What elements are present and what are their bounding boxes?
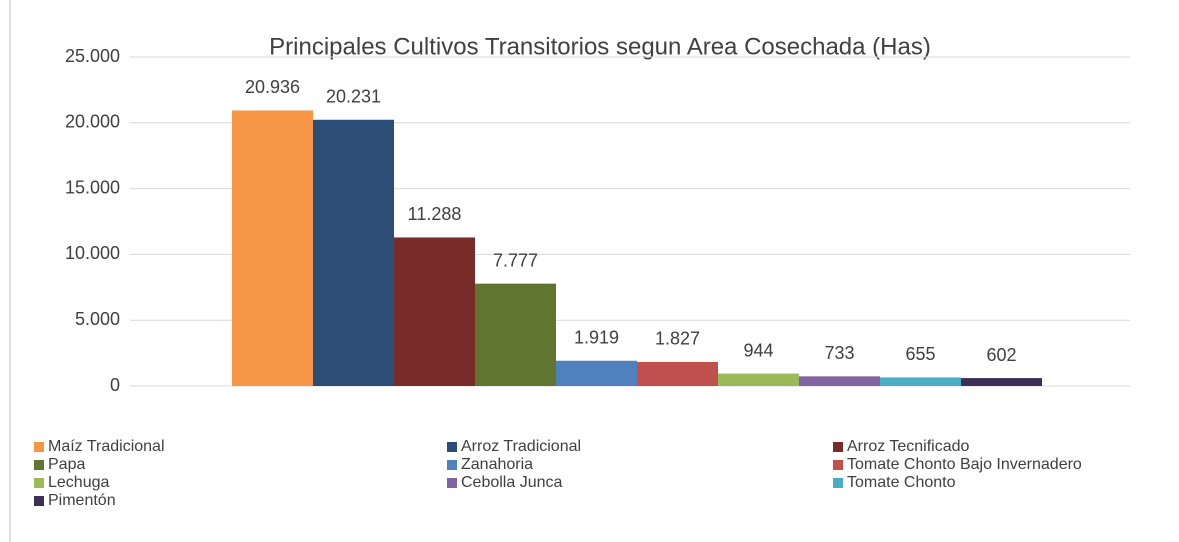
legend-label: Zanahoria <box>461 456 533 473</box>
chart-title: Principales Cultivos Transitorios segun … <box>269 33 931 60</box>
bar <box>232 110 313 386</box>
legend-swatch <box>833 478 843 488</box>
bar <box>394 237 475 386</box>
bar <box>880 377 961 386</box>
legend-swatch <box>34 460 44 470</box>
legend-swatch <box>447 460 457 470</box>
bar <box>799 376 880 386</box>
bar <box>313 119 394 386</box>
data-label: 20.231 <box>326 87 381 107</box>
data-label: 602 <box>986 345 1016 365</box>
legend-swatch <box>34 496 44 506</box>
legend-label: Cebolla Junca <box>461 474 563 491</box>
legend-label: Lechuga <box>48 474 109 491</box>
bar <box>961 378 1042 386</box>
legend-label: Papa <box>48 456 85 473</box>
legend-swatch <box>34 442 44 452</box>
data-label: 20.936 <box>245 77 300 97</box>
y-tick-label: 0 <box>110 375 120 395</box>
data-label: 733 <box>824 343 854 363</box>
data-label: 655 <box>905 344 935 364</box>
data-label: 944 <box>743 340 773 360</box>
bar <box>637 361 718 386</box>
legend-swatch <box>447 442 457 452</box>
data-label: 1.827 <box>655 329 700 349</box>
legend-label: Tomate Chonto Bajo Invernadero <box>847 456 1082 473</box>
y-tick-label: 5.000 <box>75 309 120 329</box>
y-tick-label: 10.000 <box>65 243 120 263</box>
legend-label: Maíz Tradicional <box>48 438 165 455</box>
bar <box>718 373 799 386</box>
legend-label: Pimentón <box>48 492 116 509</box>
legend-swatch <box>447 478 457 488</box>
bar <box>475 283 556 386</box>
y-tick-label: 15.000 <box>65 177 120 197</box>
y-tick-label: 25.000 <box>65 46 120 66</box>
legend-label: Tomate Chonto <box>847 474 956 491</box>
legend-swatch <box>833 460 843 470</box>
data-label: 11.288 <box>408 204 462 224</box>
legend-swatch <box>34 478 44 488</box>
y-tick-label: 20.000 <box>65 112 120 132</box>
legend-label: Arroz Tradicional <box>461 438 581 455</box>
legend-swatch <box>833 442 843 452</box>
data-label: 7.777 <box>493 250 538 270</box>
bar <box>556 360 637 386</box>
legend-label: Arroz Tecnificado <box>847 438 970 455</box>
data-label: 1.919 <box>574 327 619 347</box>
